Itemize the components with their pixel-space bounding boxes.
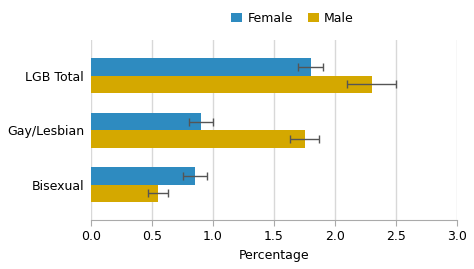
Bar bbox=[91, 167, 195, 185]
Bar bbox=[91, 130, 305, 148]
Bar bbox=[91, 113, 201, 130]
Bar bbox=[91, 76, 372, 93]
Legend: Female, Male: Female, Male bbox=[226, 7, 359, 30]
Bar bbox=[91, 185, 158, 202]
X-axis label: Percentage: Percentage bbox=[239, 249, 310, 262]
Bar bbox=[91, 58, 310, 76]
